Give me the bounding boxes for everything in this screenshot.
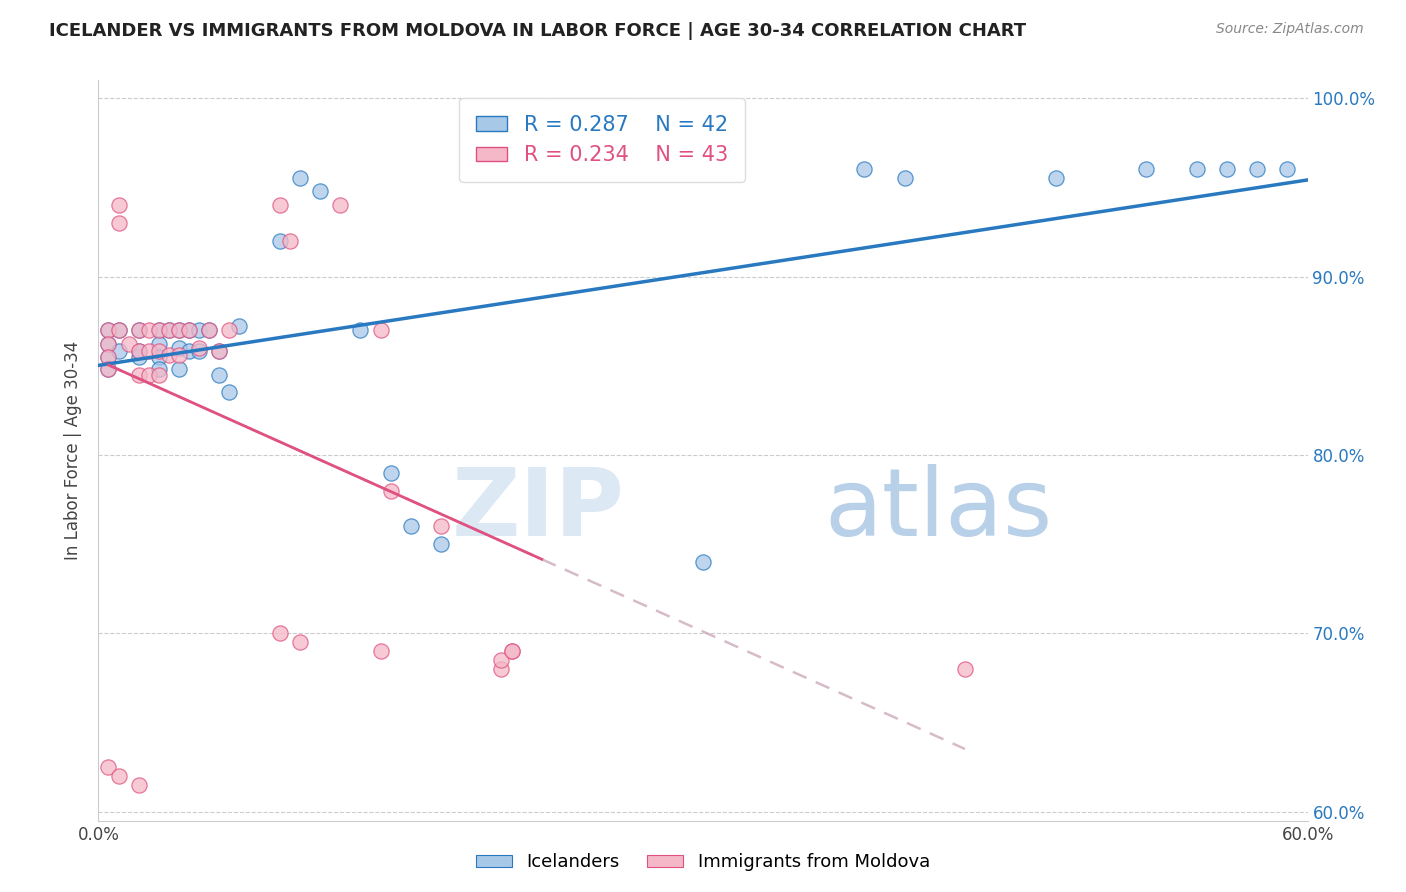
Point: [167, 362, 190, 376]
Point: [148, 323, 170, 337]
Point: [148, 350, 170, 364]
Point: [97, 362, 120, 376]
Point: [953, 662, 976, 676]
Point: [107, 323, 129, 337]
Point: [167, 323, 190, 337]
Point: [128, 368, 150, 382]
Text: atlas: atlas: [824, 464, 1052, 556]
Point: [1277, 162, 1299, 177]
Point: [179, 323, 201, 337]
Point: [138, 368, 160, 382]
Point: [118, 337, 141, 351]
Point: [1216, 162, 1239, 177]
Point: [128, 778, 150, 792]
Point: [167, 341, 190, 355]
Text: Source: ZipAtlas.com: Source: ZipAtlas.com: [1216, 22, 1364, 37]
Point: [430, 537, 453, 551]
Point: [97, 323, 120, 337]
Point: [128, 323, 150, 337]
Text: ICELANDER VS IMMIGRANTS FROM MOLDOVA IN LABOR FORCE | AGE 30-34 CORRELATION CHAR: ICELANDER VS IMMIGRANTS FROM MOLDOVA IN …: [49, 22, 1026, 40]
Point: [97, 760, 120, 774]
Point: [853, 162, 876, 177]
Point: [380, 466, 402, 480]
Point: [148, 362, 170, 376]
Point: [97, 337, 120, 351]
Point: [501, 644, 523, 658]
Point: [107, 769, 129, 783]
Point: [349, 323, 371, 337]
Point: [198, 323, 221, 337]
Point: [157, 323, 180, 337]
Point: [157, 323, 180, 337]
Point: [501, 644, 523, 658]
Point: [138, 323, 160, 337]
Point: [1246, 162, 1268, 177]
Point: [370, 644, 392, 658]
Point: [893, 171, 915, 186]
Legend: Icelanders, Immigrants from Moldova: Icelanders, Immigrants from Moldova: [470, 847, 936, 879]
Point: [128, 323, 150, 337]
Point: [157, 348, 180, 362]
Point: [370, 323, 392, 337]
Point: [179, 344, 201, 359]
Point: [97, 337, 120, 351]
Point: [218, 323, 240, 337]
Point: [188, 341, 211, 355]
Point: [1045, 171, 1067, 186]
Point: [491, 662, 513, 676]
Point: [491, 653, 513, 667]
Point: [208, 368, 231, 382]
Point: [97, 350, 120, 364]
Point: [288, 635, 311, 649]
Point: [208, 344, 231, 359]
Point: [97, 350, 120, 364]
Y-axis label: In Labor Force | Age 30-34: In Labor Force | Age 30-34: [65, 341, 83, 560]
Point: [228, 319, 250, 334]
Point: [179, 323, 201, 337]
Point: [329, 198, 352, 212]
Point: [288, 171, 311, 186]
Point: [107, 216, 129, 230]
Point: [692, 555, 714, 569]
Point: [1185, 162, 1208, 177]
Point: [218, 385, 240, 400]
Point: [269, 234, 291, 248]
Point: [167, 348, 190, 362]
Point: [148, 344, 170, 359]
Point: [128, 344, 150, 359]
Point: [188, 344, 211, 359]
Point: [97, 362, 120, 376]
Point: [167, 323, 190, 337]
Point: [1135, 162, 1157, 177]
Point: [188, 323, 211, 337]
Point: [269, 198, 291, 212]
Legend: R = 0.287    N = 42, R = 0.234    N = 43: R = 0.287 N = 42, R = 0.234 N = 43: [460, 98, 745, 182]
Point: [198, 323, 221, 337]
Point: [138, 344, 160, 359]
Point: [107, 344, 129, 359]
Point: [107, 323, 129, 337]
Point: [148, 368, 170, 382]
Point: [269, 626, 291, 640]
Point: [309, 184, 332, 198]
Point: [430, 519, 453, 533]
Point: [148, 337, 170, 351]
Point: [208, 344, 231, 359]
Point: [97, 323, 120, 337]
Point: [148, 323, 170, 337]
Point: [380, 483, 402, 498]
Point: [128, 344, 150, 359]
Point: [128, 350, 150, 364]
Point: [278, 234, 301, 248]
Point: [107, 198, 129, 212]
Text: ZIP: ZIP: [451, 464, 624, 556]
Point: [399, 519, 422, 533]
